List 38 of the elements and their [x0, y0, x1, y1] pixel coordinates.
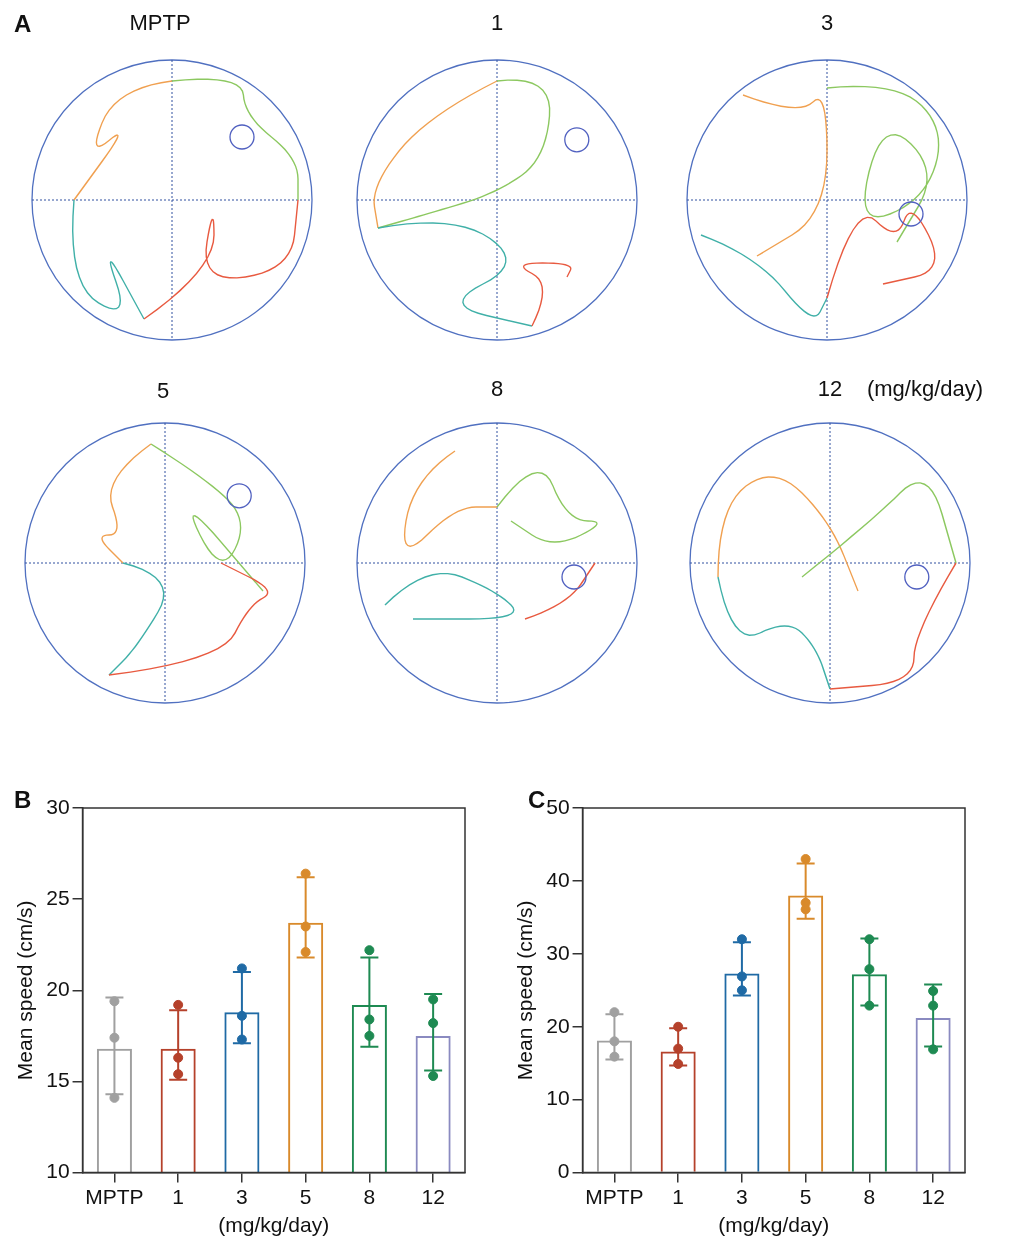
- text: C: [528, 786, 546, 814]
- text: 12: [817, 376, 843, 402]
- x-tick-label: 1: [672, 1185, 685, 1208]
- y-tick-label: 20: [46, 977, 70, 1001]
- y-tick-label: 0: [557, 1159, 570, 1183]
- y-tick-label: 40: [546, 867, 570, 891]
- x-tick-label: 8: [363, 1185, 376, 1208]
- y-tick-label: 50: [546, 794, 570, 818]
- y-tick-label: 10: [546, 1086, 570, 1110]
- x-tick-label: 5: [299, 1185, 312, 1208]
- y-tick-label: 20: [546, 1013, 570, 1037]
- x-tick-label: 8: [863, 1185, 876, 1208]
- y-tick-label: 30: [46, 794, 70, 818]
- y-tick-label: 15: [46, 1068, 70, 1092]
- x-tick-label: 3: [736, 1185, 748, 1208]
- x-axis-title: (mg/kg/day): [718, 1213, 830, 1237]
- text: 1: [490, 10, 504, 36]
- x-tick-label: MPTP: [85, 1185, 144, 1208]
- text: 8: [490, 376, 504, 402]
- text: B: [14, 786, 32, 814]
- y-tick-label: 25: [46, 885, 70, 909]
- text: 5: [156, 378, 170, 404]
- x-tick-label: 1: [172, 1185, 185, 1208]
- bar: [724, 973, 760, 1172]
- x-tick-label: 12: [421, 1185, 445, 1208]
- y-tick-label: 30: [546, 940, 570, 964]
- x-axis-title: (mg/kg/day): [218, 1213, 330, 1237]
- x-tick-label: 12: [921, 1185, 945, 1208]
- x-tick-label: 3: [236, 1185, 248, 1208]
- y-axis-title: Mean speed (cm/s): [13, 900, 37, 1081]
- y-tick-label: 10: [46, 1159, 70, 1183]
- text: MPTP: [129, 10, 191, 36]
- y-axis-title: Mean speed (cm/s): [513, 900, 537, 1081]
- text: A: [14, 10, 32, 38]
- text: (mg/kg/day): [866, 376, 984, 402]
- x-tick-label: MPTP: [585, 1185, 644, 1208]
- text: 3: [820, 10, 834, 36]
- x-tick-label: 5: [799, 1185, 812, 1208]
